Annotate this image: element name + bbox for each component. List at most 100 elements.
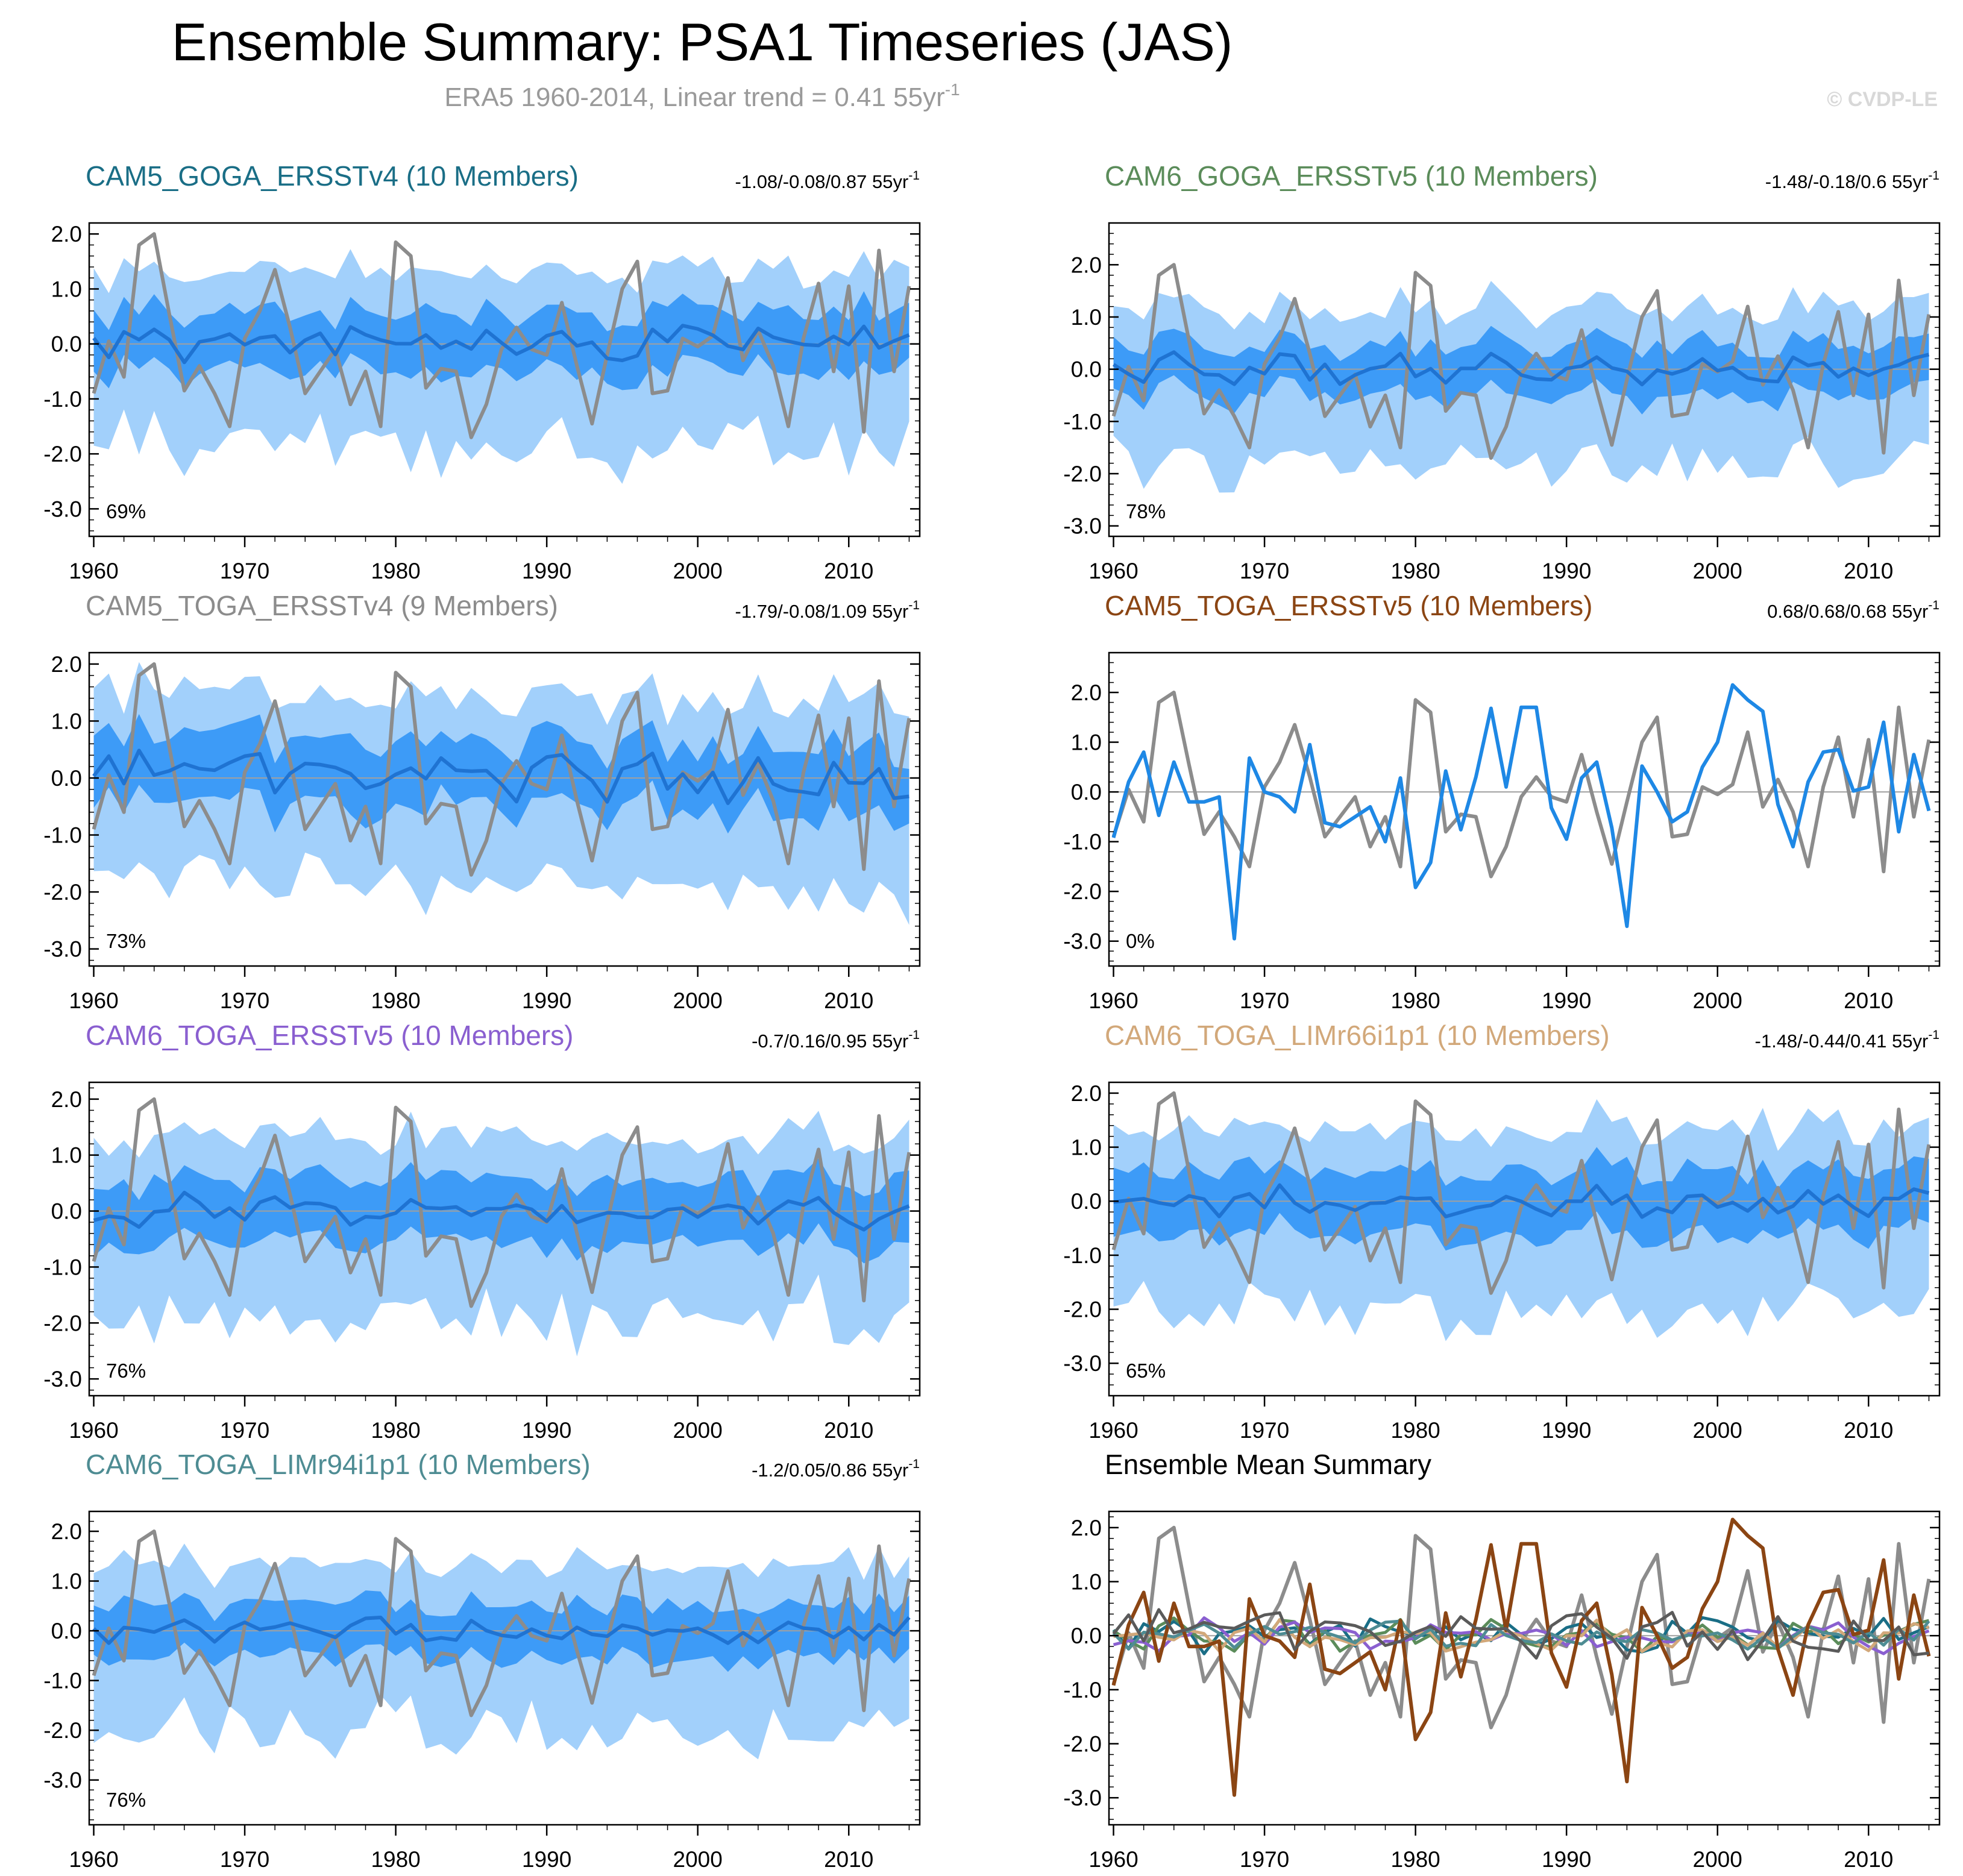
inner-spread-band [93, 714, 909, 834]
x-tick-label: 2010 [1844, 1418, 1893, 1443]
trend-label-exponent: -1 [908, 1028, 920, 1042]
x-tick-label: 1980 [371, 988, 420, 1013]
x-tick-label: 1990 [522, 1847, 571, 1872]
y-tick-label: -3.0 [1063, 1786, 1102, 1810]
trend-label-exponent: -1 [908, 169, 920, 183]
ensemble-mean-line [1113, 1183, 1930, 1219]
trend-label: -1.79/-0.08/1.09 55yr-1 [735, 598, 920, 622]
x-tick-label: 1970 [220, 559, 269, 583]
plot-frame [88, 1081, 921, 1397]
panel-6: CAM6_TOGA_LIMr66i1p1 (10 Members) -1.48/-… [1063, 1020, 1941, 1443]
y-tick-label: 0.0 [51, 332, 82, 357]
plot-area [1109, 263, 1939, 493]
panel-7: CAM6_TOGA_LIMr94i1p1 (10 Members) -1.2/0.… [43, 1449, 921, 1872]
plot-area [89, 1529, 920, 1760]
y-tick-label: 0.0 [1071, 1623, 1102, 1648]
y-tick-label: -3.0 [43, 1367, 82, 1391]
x-tick-label: 2000 [673, 988, 723, 1013]
y-tick-label: -1.0 [1063, 409, 1102, 434]
trend-label-text: -1.48/-0.18/0.6 55yr [1765, 171, 1929, 192]
y-tick-label: -2.0 [43, 442, 82, 466]
plot-area [89, 232, 920, 484]
y-tick-label: 1.0 [1071, 1135, 1102, 1160]
trend-label-exponent: -1 [1928, 169, 1939, 183]
panel-title: CAM5_TOGA_ERSSTv5 (10 Members) [1105, 590, 1593, 621]
panel-title: CAM6_TOGA_LIMr66i1p1 (10 Members) [1105, 1020, 1610, 1051]
y-tick-label: 0.0 [1071, 1189, 1102, 1214]
trend-label: -1.48/-0.44/0.41 55yr-1 [1755, 1028, 1939, 1052]
x-tick-label: 2010 [824, 559, 873, 583]
x-tick-label: 1990 [1542, 988, 1591, 1013]
y-tick-label: -2.0 [1063, 462, 1102, 486]
y-tick-label: -3.0 [43, 937, 82, 962]
y-tick-label: -2.0 [1063, 1297, 1102, 1322]
plot-area [1109, 683, 1939, 941]
x-tick-label: 1970 [220, 988, 269, 1013]
plot-frame [1108, 1081, 1941, 1397]
y-tick-label: -1.0 [1063, 1678, 1102, 1702]
trend-label-text: 0.68/0.68/0.68 55yr [1767, 601, 1928, 622]
y-tick-label: 1.0 [51, 1569, 82, 1594]
x-tick-label: 2010 [1844, 559, 1893, 583]
ensemble-mean-line [92, 324, 910, 365]
y-tick-label: -2.0 [1063, 879, 1102, 904]
figure-title: Ensemble Summary: PSA1 Timeseries (JAS) [172, 12, 1233, 72]
trend-label-text: -1.2/0.05/0.86 55yr [752, 1460, 908, 1481]
trend-label-text: -0.7/0.16/0.95 55yr [752, 1031, 908, 1052]
x-tick-label: 1990 [1542, 559, 1591, 583]
trend-label-exponent: -1 [1928, 1028, 1939, 1042]
y-tick-label: -3.0 [43, 1768, 82, 1793]
x-tick-label: 1980 [1390, 988, 1440, 1013]
y-tick-label: 1.0 [1071, 730, 1102, 755]
figure-subtitle-text: ERA5 1960-2014, Linear trend = 0.41 55yr [444, 83, 944, 112]
trend-label: -1.48/-0.18/0.6 55yr-1 [1765, 169, 1939, 192]
panel-title: CAM5_TOGA_ERSSTv4 (9 Members) [86, 590, 558, 621]
trend-label-exponent: -1 [908, 1457, 920, 1471]
panel-3: CAM5_TOGA_ERSSTv4 (9 Members) -1.79/-0.08… [43, 590, 921, 1013]
plot-frame [88, 222, 921, 538]
x-tick-label: 1990 [522, 1418, 571, 1443]
x-tick-label: 1970 [1240, 988, 1289, 1013]
y-tick-label: 1.0 [51, 709, 82, 733]
ensemble-mean-line [92, 1615, 911, 1645]
y-tick-label: 0.0 [51, 1619, 82, 1643]
x-tick-label: 1980 [371, 559, 420, 583]
ensemble-mean-line [92, 748, 909, 805]
x-tick-label: 2000 [673, 1847, 723, 1872]
y-tick-label: -3.0 [1063, 1351, 1102, 1376]
x-tick-label: 1960 [69, 1847, 118, 1872]
y-tick-label: -1.0 [1063, 1243, 1102, 1268]
plot-frame [88, 651, 921, 967]
y-tick-label: -1.0 [43, 1255, 82, 1279]
x-tick-label: 1980 [1390, 1418, 1440, 1443]
x-tick-label: 2010 [1844, 1847, 1893, 1872]
y-tick-label: -3.0 [1063, 929, 1102, 954]
percent-label: 78% [1126, 500, 1166, 522]
plot-area [1109, 1091, 1939, 1341]
x-tick-label: 1990 [1542, 1418, 1591, 1443]
x-tick-label: 1990 [522, 559, 571, 583]
x-tick-label: 1980 [1390, 559, 1440, 583]
era5-series-line [92, 1097, 911, 1308]
y-tick-label: -2.0 [43, 880, 82, 905]
trend-label: -0.7/0.16/0.95 55yr-1 [752, 1028, 920, 1052]
trend-label-text: -1.08/-0.08/0.87 55yr [735, 171, 909, 192]
panel-5: CAM6_TOGA_ERSSTv5 (10 Members) -0.7/0.16/… [43, 1020, 921, 1443]
panel-8: Ensemble Mean Summary 2.0 1.0 0.0 -1.0 -2.0 -3… [1063, 1449, 1941, 1872]
x-tick-label: 2000 [1693, 1418, 1742, 1443]
y-tick-label: 1.0 [1071, 305, 1102, 330]
member-series-line [1111, 683, 1931, 941]
plot-frame [1108, 651, 1941, 967]
trend-label: -1.08/-0.08/0.87 55yr-1 [735, 169, 920, 192]
trend-label: -1.2/0.05/0.86 55yr-1 [752, 1457, 920, 1481]
percent-label: 73% [106, 930, 146, 952]
y-tick-label: -1.0 [1063, 830, 1102, 855]
x-tick-label: 2010 [824, 1418, 873, 1443]
x-tick-label: 1980 [371, 1418, 420, 1443]
panel-title: CAM6_TOGA_LIMr94i1p1 (10 Members) [86, 1449, 591, 1480]
x-tick-label: 1970 [1240, 1418, 1289, 1443]
x-tick-label: 2000 [673, 559, 723, 583]
y-tick-label: 0.0 [51, 1199, 82, 1224]
y-tick-label: 2.0 [1071, 680, 1102, 705]
panel-title: CAM6_GOGA_ERSSTv5 (10 Members) [1105, 160, 1598, 192]
